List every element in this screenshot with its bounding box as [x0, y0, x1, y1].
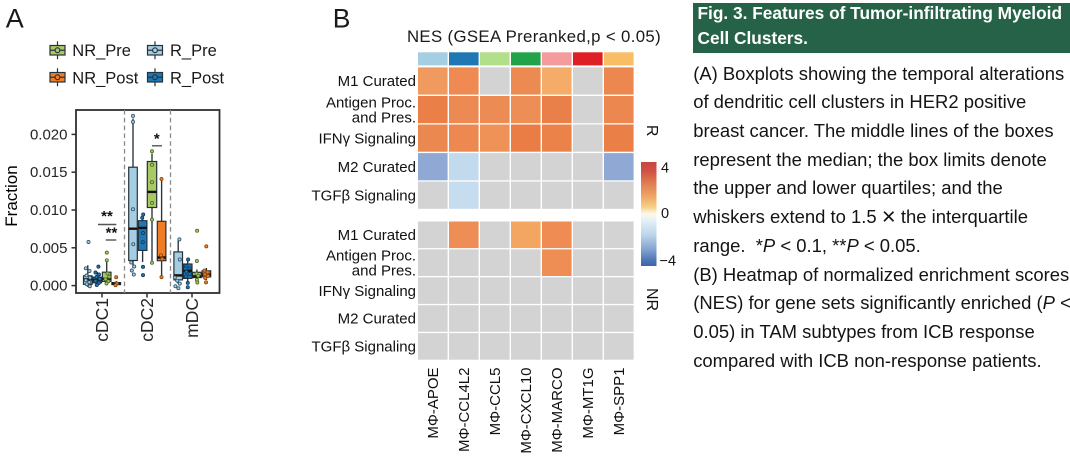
svg-text:TGFβ Signaling: TGFβ Signaling: [311, 187, 416, 204]
svg-text:IFNγ Signaling: IFNγ Signaling: [318, 283, 416, 300]
svg-text:TGFβ Signaling: TGFβ Signaling: [311, 339, 416, 356]
svg-text:and Pres.: and Pres.: [352, 109, 416, 126]
svg-text:B: B: [333, 4, 351, 34]
svg-text:cDC2: cDC2: [137, 298, 157, 342]
svg-text:MΦ-SPP1: MΦ-SPP1: [611, 368, 628, 436]
svg-text:**: **: [106, 225, 118, 242]
svg-text:R_Post: R_Post: [170, 69, 225, 87]
svg-text:0: 0: [661, 206, 669, 222]
svg-text:0.005: 0.005: [30, 240, 68, 257]
svg-text:0.010: 0.010: [30, 202, 68, 219]
svg-text:and Pres.: and Pres.: [352, 262, 416, 279]
svg-text:4: 4: [661, 161, 669, 177]
svg-text:A: A: [6, 3, 24, 33]
svg-text:0.020: 0.020: [30, 126, 68, 143]
svg-text:NES (GSEA Preranked,p < 0.05): NES (GSEA Preranked,p < 0.05): [407, 27, 661, 46]
svg-text:−4: −4: [660, 254, 677, 270]
svg-text:0.015: 0.015: [30, 164, 68, 181]
svg-text:MΦ-MARCO: MΦ-MARCO: [549, 368, 566, 453]
svg-text:*: *: [154, 131, 160, 148]
svg-text:NR: NR: [643, 288, 660, 311]
svg-text:cDC1: cDC1: [92, 298, 112, 342]
svg-text:NR_Post: NR_Post: [72, 69, 138, 87]
svg-text:Antigen Proc.: Antigen Proc.: [326, 247, 416, 264]
svg-text:Antigen Proc.: Antigen Proc.: [326, 94, 416, 111]
svg-text:MΦ-CCL5: MΦ-CCL5: [487, 368, 504, 436]
svg-text:MΦ-CCL4L2: MΦ-CCL4L2: [456, 368, 473, 453]
svg-text:NR_Pre: NR_Pre: [72, 42, 131, 60]
svg-text:R: R: [643, 125, 660, 137]
svg-text:M1 Curated: M1 Curated: [338, 73, 416, 90]
svg-text:**: **: [101, 208, 113, 225]
svg-text:MΦ-CXCL10: MΦ-CXCL10: [518, 368, 535, 454]
svg-text:Fraction: Fraction: [2, 165, 21, 226]
svg-text:R_Pre: R_Pre: [170, 42, 217, 60]
svg-text:MΦ-APOE: MΦ-APOE: [425, 368, 442, 439]
svg-text:M2 Curated: M2 Curated: [338, 159, 416, 176]
svg-text:MΦ-MT1G: MΦ-MT1G: [580, 368, 597, 439]
svg-text:M1 Curated: M1 Curated: [338, 227, 416, 244]
svg-text:mDC: mDC: [182, 298, 202, 338]
svg-text:M2 Curated: M2 Curated: [338, 311, 416, 328]
svg-text:IFNγ Signaling: IFNγ Signaling: [318, 130, 416, 147]
svg-text:0.000: 0.000: [30, 278, 68, 295]
